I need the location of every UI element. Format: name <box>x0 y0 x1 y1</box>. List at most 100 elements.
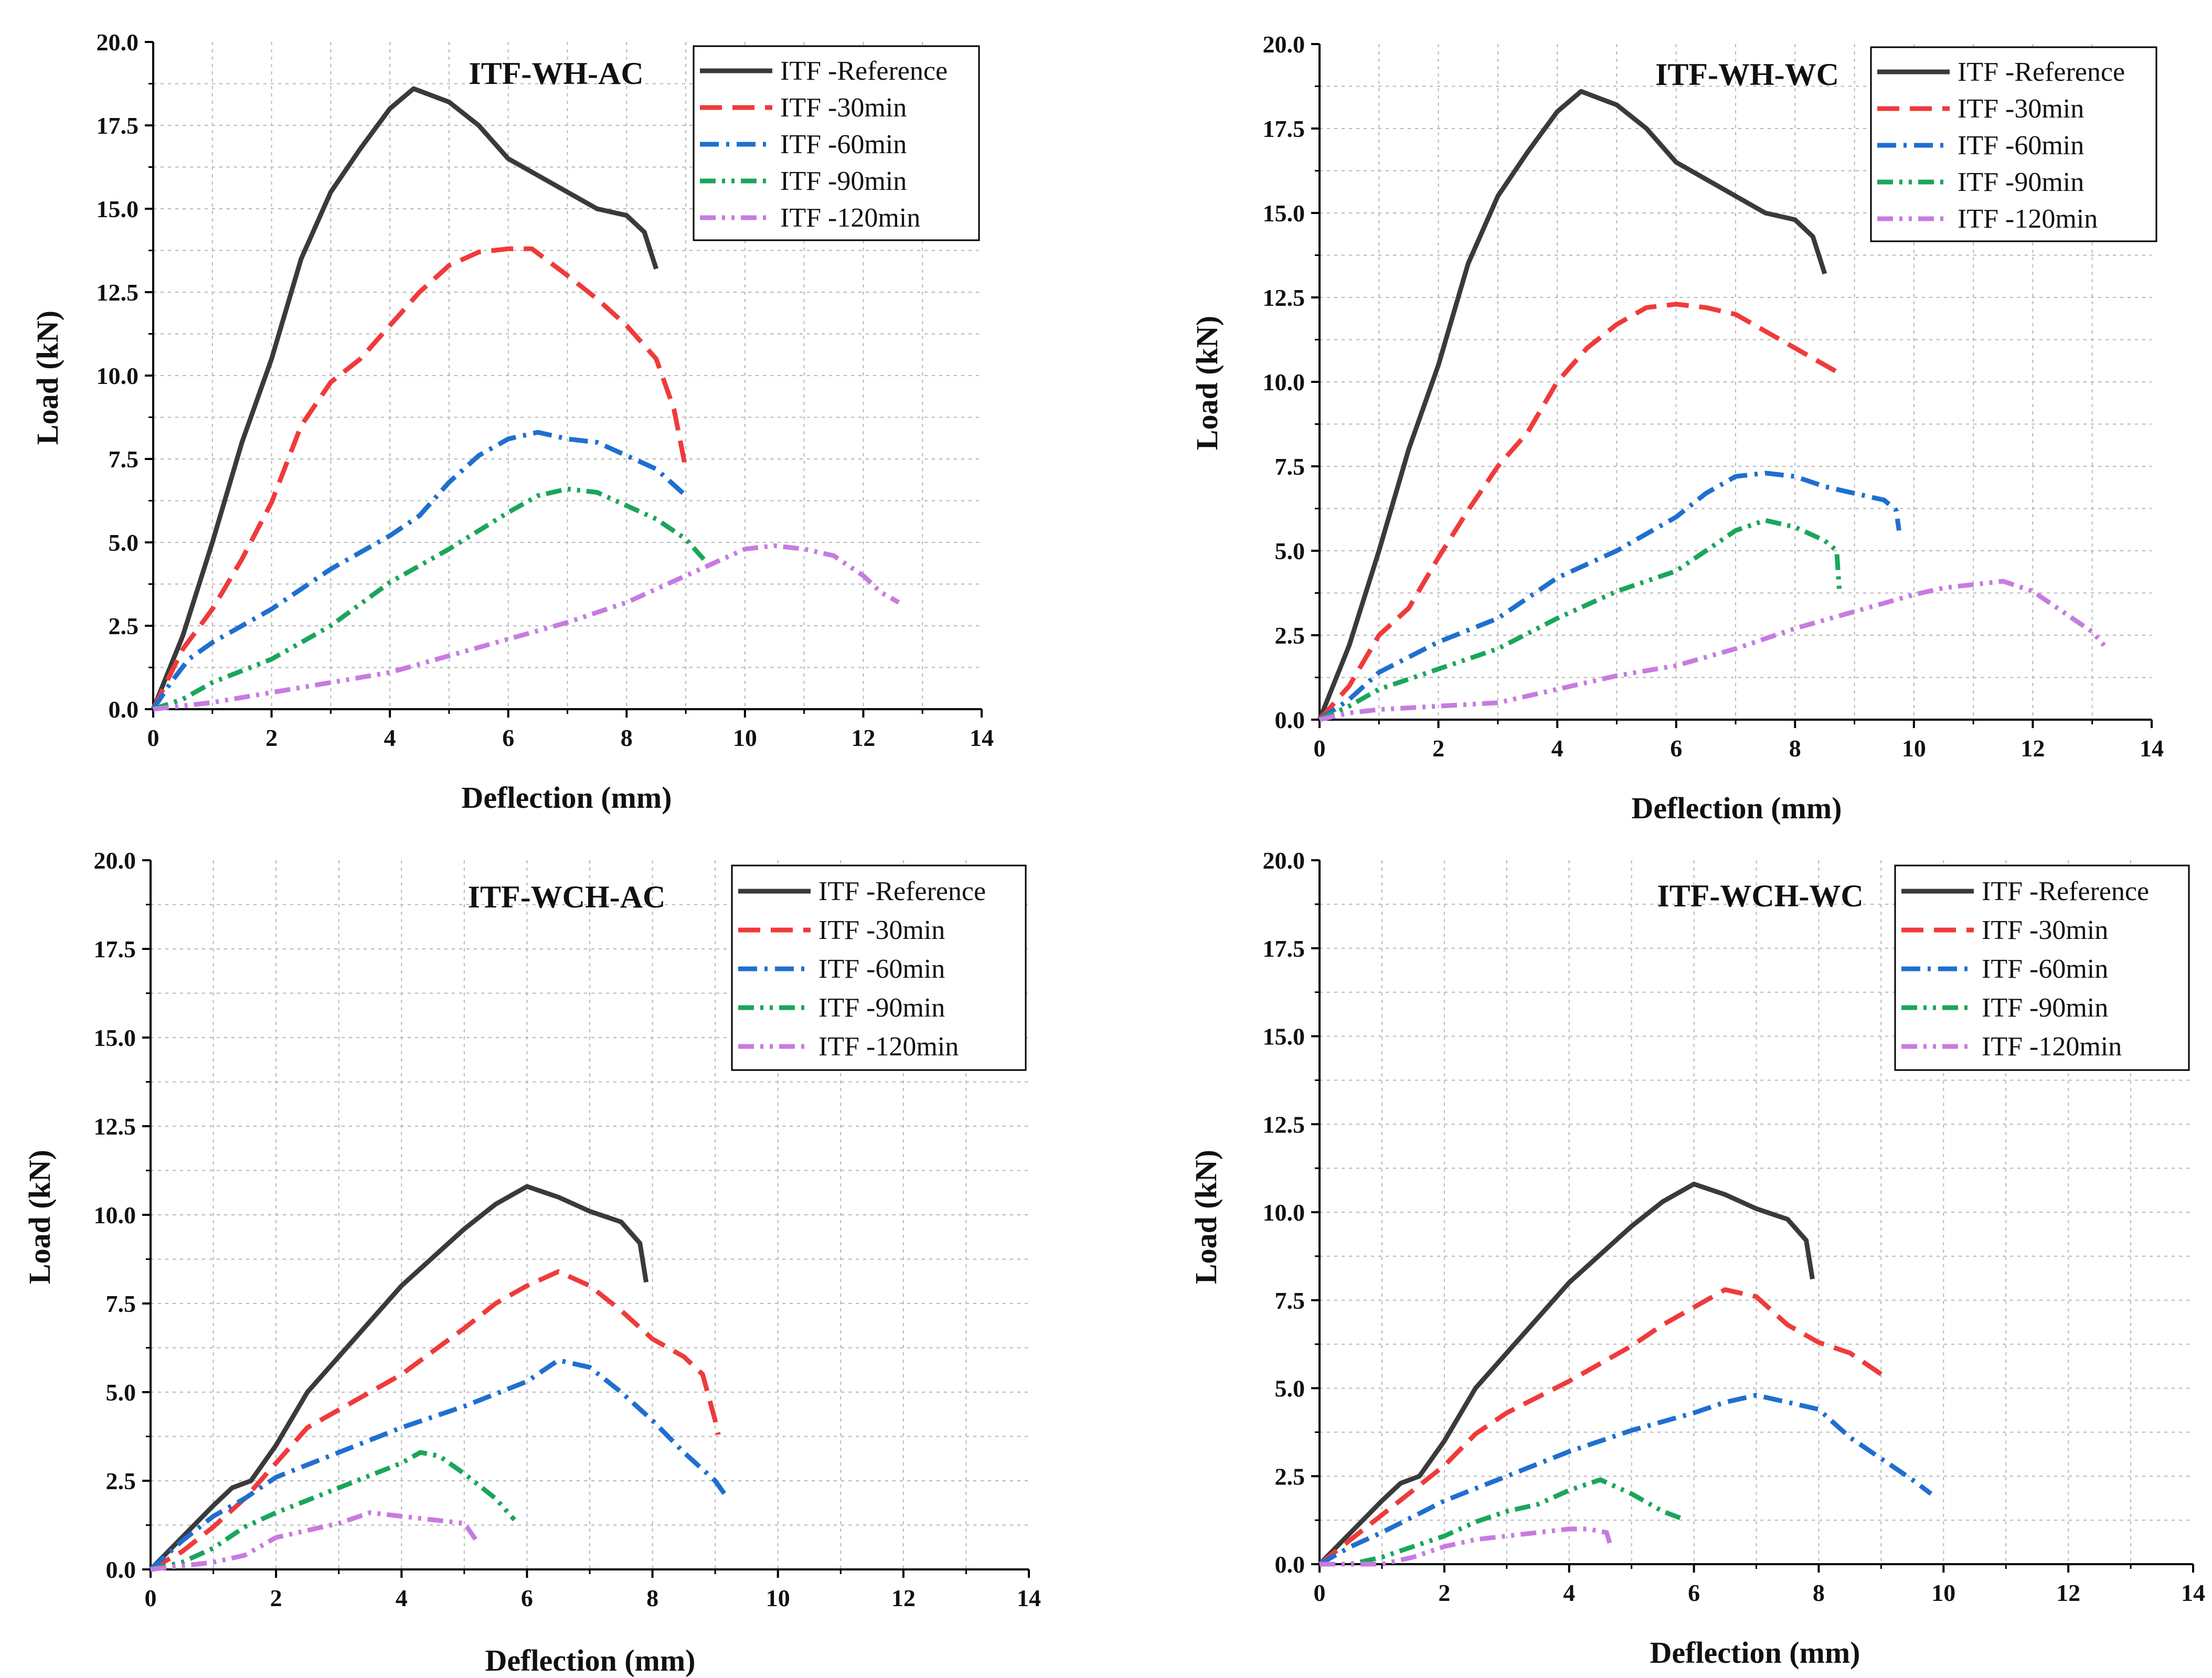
x-tick-label: 12 <box>891 1585 916 1611</box>
y-tick-label: 7.5 <box>1275 1287 1305 1314</box>
y-tick-label: 0.0 <box>1275 707 1305 733</box>
x-tick-label: 8 <box>1813 1579 1825 1606</box>
x-tick-label: 4 <box>396 1585 408 1611</box>
x-tick-label: 10 <box>766 1585 790 1611</box>
x-tick-label: 2 <box>1432 735 1444 762</box>
chart-4: 0 2 4 6 8 10 12 14 0.0 2.5 5.0 7.5 10.0 12.5 15.0 17.5 2… <box>1189 847 2205 1670</box>
x-axis-label: Deflection (mm) <box>462 781 672 815</box>
chart-title: ITF-WH-WC <box>1655 57 1839 92</box>
y-tick-label: 17.5 <box>1263 115 1305 142</box>
legend-label: ITF -Reference <box>1982 877 2149 906</box>
y-tick-label: 5.0 <box>1275 538 1305 564</box>
y-tick-label: 5.0 <box>109 529 139 556</box>
y-tick-label: 17.5 <box>97 112 139 139</box>
y-tick-label: 17.5 <box>94 936 136 963</box>
legend-label: ITF -90min <box>1958 167 2084 197</box>
y-tick-label: 17.5 <box>1263 935 1305 962</box>
series-line-1 <box>1317 1181 1815 1566</box>
y-tick-label: 10.0 <box>94 1202 136 1228</box>
y-tick-label: 5.0 <box>106 1379 136 1406</box>
x-tick-label: 2 <box>270 1585 282 1611</box>
series-line-5 <box>153 543 900 712</box>
y-tick-label: 2.5 <box>106 1468 136 1494</box>
y-tick-label: 7.5 <box>1275 453 1305 480</box>
series-line-1 <box>151 86 658 710</box>
y-tick-label: 7.5 <box>106 1290 136 1317</box>
y-tick-label: 10.0 <box>97 362 139 389</box>
series-line-3 <box>1318 471 1901 722</box>
legend-label: ITF -60min <box>818 954 945 984</box>
y-axis-label: Load (kN) <box>1189 1150 1223 1284</box>
x-tick-label: 6 <box>521 1585 533 1611</box>
x-tick-label: 4 <box>1563 1579 1575 1606</box>
legend-label: ITF -120min <box>818 1032 959 1062</box>
legend-label: ITF -90min <box>780 166 907 196</box>
x-tick-label: 12 <box>2056 1579 2080 1606</box>
x-tick-label: 2 <box>1438 1579 1450 1606</box>
series-line-4 <box>1320 1477 1683 1567</box>
y-axis-label: Load (kN) <box>23 1150 57 1284</box>
x-tick-label: 6 <box>1688 1579 1700 1606</box>
x-tick-label: 14 <box>970 724 994 751</box>
x-tick-label: 10 <box>1902 735 1926 762</box>
x-tick-label: 6 <box>1670 735 1682 762</box>
series-line-2 <box>1317 302 1844 721</box>
series-line-4 <box>150 1450 516 1572</box>
legend: ITF -Reference ITF -30min ITF -60min ITF -9… <box>693 45 980 241</box>
legend-label: ITF -60min <box>1958 131 2084 161</box>
y-tick-label: 20.0 <box>1263 31 1305 58</box>
y-tick-label: 2.5 <box>1275 1463 1305 1490</box>
legend-label: ITF -Reference <box>1958 57 2125 87</box>
series-line-3 <box>1318 1393 1933 1566</box>
x-tick-label: 2 <box>265 724 278 751</box>
series-line-5 <box>1320 1526 1612 1567</box>
legend-label: ITF -90min <box>818 993 945 1023</box>
series-line-1 <box>148 1184 649 1572</box>
y-tick-label: 2.5 <box>1275 622 1305 649</box>
series-line-4 <box>152 486 711 712</box>
legend-label: ITF -30min <box>1958 94 2084 124</box>
chart-title: ITF-WCH-WC <box>1657 879 1863 913</box>
y-tick-label: 15.0 <box>1263 1023 1305 1050</box>
x-tick-label: 6 <box>502 724 514 751</box>
x-tick-label: 12 <box>2020 735 2045 762</box>
y-tick-label: 0.0 <box>1275 1551 1305 1578</box>
y-tick-label: 5.0 <box>1275 1375 1305 1402</box>
chart-2: 0 2 4 6 8 10 12 14 0.0 2.5 5.0 7.5 10.0 12.5 15.0 17.5 2… <box>1190 31 2164 825</box>
x-tick-label: 14 <box>1017 1585 1041 1611</box>
legend-label: ITF -120min <box>1982 1032 2122 1062</box>
y-tick-label: 12.5 <box>1263 284 1305 311</box>
x-tick-label: 8 <box>621 724 633 751</box>
legend-label: ITF -30min <box>818 915 945 945</box>
y-tick-label: 20.0 <box>1263 847 1305 874</box>
y-tick-label: 20.0 <box>97 29 139 56</box>
y-tick-label: 15.0 <box>94 1024 136 1051</box>
y-tick-label: 10.0 <box>1263 369 1305 396</box>
series-line-2 <box>1318 1287 1883 1566</box>
series-line-3 <box>148 1358 730 1572</box>
legend-label: ITF -90min <box>1982 993 2108 1023</box>
x-axis-label: Deflection (mm) <box>1632 791 1842 825</box>
legend-label: ITF -30min <box>1982 915 2108 945</box>
y-tick-label: 12.5 <box>94 1113 136 1140</box>
x-tick-label: 14 <box>2140 735 2164 762</box>
y-tick-label: 12.5 <box>1263 1111 1305 1138</box>
y-tick-label: 20.0 <box>94 847 136 874</box>
y-axis-label: Load (kN) <box>1190 316 1224 450</box>
y-tick-label: 15.0 <box>97 196 139 222</box>
x-tick-label: 0 <box>145 1585 157 1611</box>
x-tick-label: 4 <box>384 724 396 751</box>
y-tick-label: 7.5 <box>109 446 139 473</box>
legend-label: ITF -60min <box>1982 954 2108 984</box>
legend-label: ITF -Reference <box>780 56 948 86</box>
y-tick-label: 15.0 <box>1263 200 1305 227</box>
x-tick-label: 12 <box>851 724 875 751</box>
series-line-4 <box>1318 518 1842 722</box>
x-axis-label: Deflection (mm) <box>485 1643 696 1677</box>
legend-label: ITF -60min <box>780 130 907 159</box>
series-line-5 <box>150 1510 479 1572</box>
chart-title: ITF-WCH-AC <box>468 880 666 914</box>
y-axis-label: Load (kN) <box>30 311 65 445</box>
legend-label: ITF -Reference <box>818 877 986 906</box>
